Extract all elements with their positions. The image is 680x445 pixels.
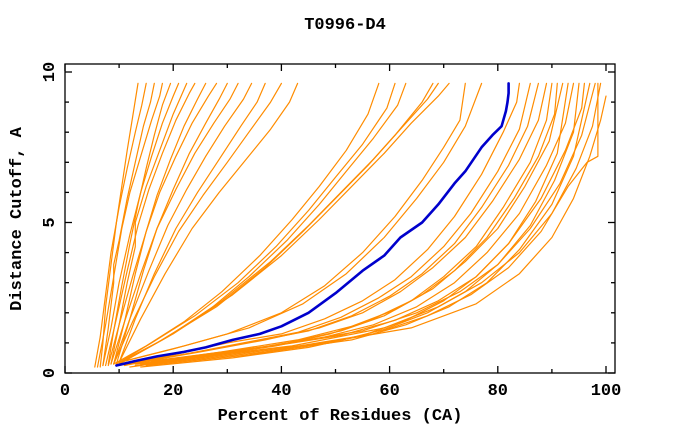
model-L15 <box>113 82 282 365</box>
model-L11 <box>115 82 228 365</box>
model-R08 <box>140 82 569 368</box>
x-tick-label: 80 <box>488 382 508 401</box>
model-R06 <box>134 82 558 367</box>
model-M01 <box>113 82 380 365</box>
model-L12 <box>110 82 239 365</box>
model-L08 <box>104 82 196 367</box>
model-R13 <box>151 82 596 362</box>
highlighted-model <box>115 82 510 367</box>
x-tick-label: 0 <box>60 382 70 401</box>
model-M04 <box>118 82 434 364</box>
model-L13 <box>113 82 253 365</box>
model-L07 <box>110 82 188 365</box>
x-tick-label: 40 <box>271 382 291 401</box>
model-R04 <box>129 82 548 365</box>
y-axis-title: Distance Cutoff, A <box>8 126 27 310</box>
model-L02 <box>94 82 147 368</box>
model-R14 <box>156 82 599 364</box>
model-L10 <box>107 82 218 367</box>
y-tick-label: 5 <box>41 217 60 227</box>
model-M05 <box>121 82 439 364</box>
plot-border <box>64 63 616 374</box>
model-L06 <box>102 82 180 367</box>
x-tick-label: 20 <box>163 382 183 401</box>
model-L03 <box>102 82 155 367</box>
model-R12 <box>151 82 591 365</box>
model-R07 <box>134 82 564 365</box>
model-curves-layer <box>94 82 607 368</box>
model-R15 <box>161 82 602 362</box>
model-M08 <box>123 82 483 362</box>
model-L04 <box>96 82 163 368</box>
model-M02 <box>115 82 396 365</box>
x-axis-title: Percent of Residues (CA) <box>218 407 463 426</box>
model-M06 <box>123 82 450 362</box>
model-L16 <box>118 82 299 364</box>
model-R05 <box>129 82 553 368</box>
axis-ticks-layer <box>64 64 615 374</box>
axis-tick-labels-layer: 0 20 40 60 80 100 0 5 10 <box>41 62 621 401</box>
x-tick-label: 100 <box>591 382 622 401</box>
model-R16 <box>172 95 607 361</box>
x-tick-label: 60 <box>379 382 399 401</box>
model-R09 <box>140 82 575 365</box>
y-tick-label: 10 <box>41 62 60 82</box>
y-tick-label: 0 <box>41 368 60 378</box>
model-L09 <box>113 82 207 365</box>
model-R01 <box>118 82 521 367</box>
model-R11 <box>145 82 586 364</box>
chart-title: T0996-D4 <box>304 16 386 35</box>
